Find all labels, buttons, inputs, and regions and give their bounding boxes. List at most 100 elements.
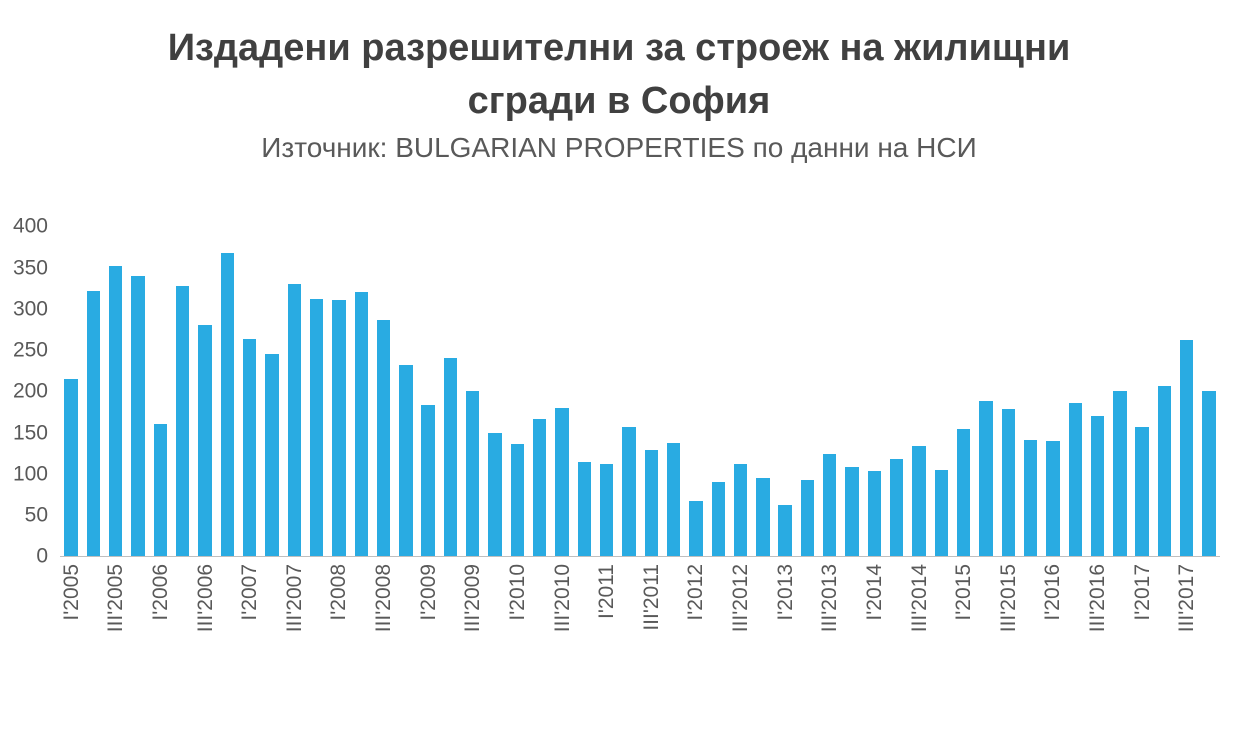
x-slot: [1198, 557, 1220, 669]
bar: [265, 354, 279, 557]
x-slot: [707, 557, 729, 669]
x-slot: III'2015: [997, 557, 1020, 669]
bar-slot: [1019, 226, 1041, 557]
bar-slot: [82, 226, 104, 557]
x-tick-label: I'2008: [327, 564, 351, 621]
x-slot: [1109, 557, 1131, 669]
x-slot: [1064, 557, 1086, 669]
x-tick-label: III'2016: [1086, 564, 1110, 633]
bar: [1157, 385, 1172, 557]
x-tick-label: III'2010: [550, 564, 574, 633]
bar-slot: [1086, 226, 1108, 557]
bar: [800, 479, 815, 557]
x-slot: [1153, 557, 1175, 669]
bar: [242, 339, 257, 557]
bar: [443, 357, 458, 557]
bar-slot: [529, 226, 551, 557]
bar: [1202, 390, 1216, 557]
bar-chart: 0 50 100 150 200 250 300 350 400 I'2005 III'2005 I…: [0, 216, 1220, 669]
x-tick-label: I'2010: [505, 564, 529, 621]
x-slot: [796, 557, 818, 669]
x-tick-label: III'2009: [461, 564, 485, 633]
bar: [867, 471, 882, 557]
x-slot: [82, 557, 104, 669]
x-axis: I'2005 III'2005 I'2006 III'2006 I'2007 III'20…: [60, 557, 1220, 669]
x-tick-label: III'2011: [639, 564, 663, 632]
bar-slot: [640, 226, 662, 557]
x-slot: [261, 557, 283, 669]
bar-slot: [997, 226, 1019, 557]
bar-slot: [105, 226, 127, 557]
bar-slot: [194, 226, 216, 557]
y-tick-label: 350: [12, 256, 48, 280]
y-tick-label: 250: [12, 338, 48, 362]
x-slot: I'2017: [1131, 557, 1154, 669]
bar: [733, 463, 748, 557]
bar: [711, 482, 725, 557]
bar: [1113, 390, 1127, 557]
bar: [86, 290, 101, 557]
bar-slot: [149, 226, 171, 557]
bar-slot: [930, 226, 952, 557]
x-slot: III'2007: [282, 557, 306, 669]
bar-slot: [127, 226, 149, 557]
bar-slot: [305, 226, 327, 557]
x-slot: [975, 557, 997, 669]
x-slot: [930, 557, 952, 669]
bar-slot: [662, 226, 684, 557]
bar: [689, 501, 703, 557]
bar-slot: [506, 226, 528, 557]
bar-slot: [462, 226, 484, 557]
x-tick-label: I'2014: [862, 564, 886, 621]
bar-slot: [819, 226, 841, 557]
bar-slot: [350, 226, 372, 557]
x-slot: [618, 557, 640, 669]
y-tick-label: 100: [12, 462, 48, 486]
bar: [1090, 416, 1105, 557]
bar-slot: [395, 226, 417, 557]
x-slot: III'2013: [818, 557, 841, 669]
x-slot: [662, 557, 684, 669]
bar: [64, 379, 78, 557]
bar-slot: [707, 226, 729, 557]
y-tick-label: 400: [12, 214, 48, 238]
bar: [1180, 340, 1194, 557]
y-tick-label: 150: [12, 421, 48, 445]
x-tick-label: I'2012: [684, 564, 708, 621]
x-slot: I'2010: [505, 557, 529, 669]
x-tick-label: I'2013: [773, 564, 797, 621]
bar-slot: [774, 226, 796, 557]
bar: [956, 429, 971, 557]
x-slot: [172, 557, 194, 669]
bar-slot: [1042, 226, 1064, 557]
bar-slot: [1064, 226, 1086, 557]
x-slot: III'2012: [729, 557, 752, 669]
x-slot: III'2011: [639, 557, 663, 669]
bar-slot: [573, 226, 595, 557]
chart-page: Издадени разрешителни за строеж на жилищ…: [0, 22, 1238, 747]
y-tick-label: 300: [12, 297, 48, 321]
x-slot: I'2016: [1041, 557, 1064, 669]
bar-slot: [439, 226, 461, 557]
x-tick-label: III'2007: [282, 564, 306, 633]
x-slot: I'2012: [684, 557, 708, 669]
bar: [756, 478, 770, 557]
bar-slot: [328, 226, 350, 557]
bar-slot: [886, 226, 908, 557]
bar-slot: [975, 226, 997, 557]
chart-subtitle: Източник: BULGARIAN PROPERTIES по данни …: [261, 132, 977, 164]
bar: [666, 442, 681, 557]
bar: [622, 426, 636, 557]
bar: [555, 407, 569, 557]
x-tick-label: I'2007: [238, 564, 262, 621]
bar: [979, 401, 993, 557]
x-slot: I'2011: [595, 557, 618, 669]
bar-slot: [484, 226, 506, 557]
bar: [1068, 402, 1082, 557]
bar: [376, 319, 391, 557]
bar-slot: [1153, 226, 1175, 557]
x-slot: III'2016: [1086, 557, 1110, 669]
bar: [577, 461, 592, 557]
bar: [176, 285, 190, 557]
x-slot: I'2009: [417, 557, 440, 669]
